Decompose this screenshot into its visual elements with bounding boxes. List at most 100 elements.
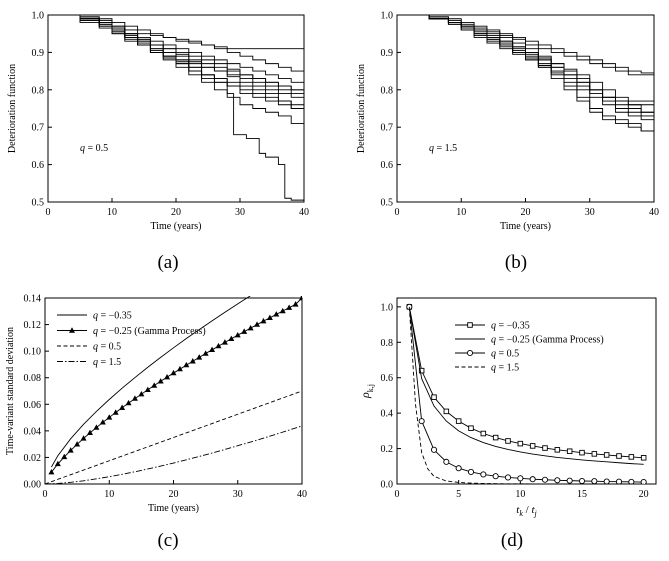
data-point [443,408,450,415]
series-line [54,14,304,102]
data-point [430,446,438,453]
data-point [480,471,487,478]
y-tick-label: 0.8 [381,85,394,96]
legend-label: q = −0.35 [93,311,132,322]
legend-label: q = −0.35 [491,321,530,332]
data-point [86,429,93,436]
data-point [443,458,450,465]
y-tick-label: 0.8 [32,85,45,96]
data-point [74,441,81,447]
data-point [591,451,598,457]
q-annotation-value: = 1.5 [434,143,457,154]
legend-label: q = 0.5 [93,342,121,353]
data-point [215,342,222,349]
data-point [566,448,573,454]
legend-value: = 1.5 [98,357,121,368]
x-tick-label: 15 [577,489,587,500]
data-point [517,440,524,447]
data-point [125,399,132,406]
x-tick-label: 30 [233,489,243,500]
y-tick-label: 0.12 [24,320,42,331]
data-point [529,443,536,449]
y-tick-label: 0.6 [32,160,45,171]
y-tick-label: 0.9 [32,48,45,59]
x-tick-label: 30 [235,207,245,218]
legend-var: q [93,311,98,322]
legend-value: = 0.5 [98,342,121,353]
y-tick-label: 0.5 [381,198,394,209]
data-point [61,453,68,460]
x-tick-label: 20 [169,489,179,500]
data-point [616,453,622,459]
data-point [266,314,273,320]
legend-var: q [491,363,496,374]
data-point [54,460,61,467]
series-line [408,306,644,465]
data-point [431,394,437,400]
data-point [640,455,647,461]
data-point [241,328,248,334]
x-axis-label-part: t [516,504,520,516]
data-point [119,404,126,410]
data-point [164,373,171,380]
data-point [189,358,196,364]
data-point [254,321,261,327]
panel-caption: (a) [157,252,178,273]
y-tick-label: 0.00 [24,480,42,491]
data-point [221,339,228,345]
x-tick-label: 40 [297,489,307,500]
legend-value: = 0.5 [496,349,519,360]
y-tick-label: 0.0 [381,480,394,491]
x-tick-label: 10 [515,489,525,500]
y-tick-label: 0.6 [381,373,394,384]
series-line [54,14,304,113]
legend-value: = −0.25 (Gamma Process) [98,326,206,337]
data-point [517,475,524,482]
series-line [54,14,304,91]
data-point [131,395,138,401]
data-point [529,476,536,483]
y-tick-label: 0.2 [381,444,394,455]
data-point [455,465,462,472]
data-point [196,354,203,360]
x-tick-label: 0 [46,207,51,218]
series-group [45,296,302,484]
y-tick-label: 0.6 [381,160,394,171]
x-axis-label: tk / tj [516,504,537,518]
data-point [209,346,216,353]
panel-caption: (b) [505,252,527,273]
y-axis-label: ρk,j [358,384,375,399]
data-point [234,332,241,338]
legend-label: q = 1.5 [93,357,121,368]
x-tick-label: 5 [456,489,461,500]
panel-b: 0 10 20 30 40 0.5 0.6 0.7 0.8 0.9 1.0 Time (years) D… [356,11,659,274]
legend-marker [69,327,75,333]
x-tick-label: 10 [456,207,466,218]
x-tick-label: 30 [585,207,595,218]
y-tick-label: 0.04 [24,426,42,437]
x-tick-label: 0 [395,207,400,218]
legend-var: q [491,349,496,360]
x-tick-label: 20 [171,207,181,218]
data-point [138,390,145,397]
y-axis-label-sub: k,j [366,384,375,392]
series-group [403,14,654,141]
data-point [554,477,561,484]
y-tick-label: 1.0 [381,11,394,22]
y-tick-label: 0.7 [381,123,394,134]
data-point [492,434,499,441]
series-line [45,390,302,484]
y-tick-label: 0.5 [32,198,45,209]
data-point [273,311,280,317]
data-point [144,386,151,393]
data-point [228,335,235,341]
data-point [418,367,425,374]
y-tick-label: 0.14 [24,294,42,305]
x-tick-label: 10 [104,489,114,500]
y-axis-label: Time-variant standard deviation [5,327,16,455]
series-group [54,14,304,201]
y-tick-label: 0.06 [24,400,42,411]
y-tick-label: 1.0 [381,302,394,313]
series-line [54,14,304,128]
data-point [628,454,635,460]
